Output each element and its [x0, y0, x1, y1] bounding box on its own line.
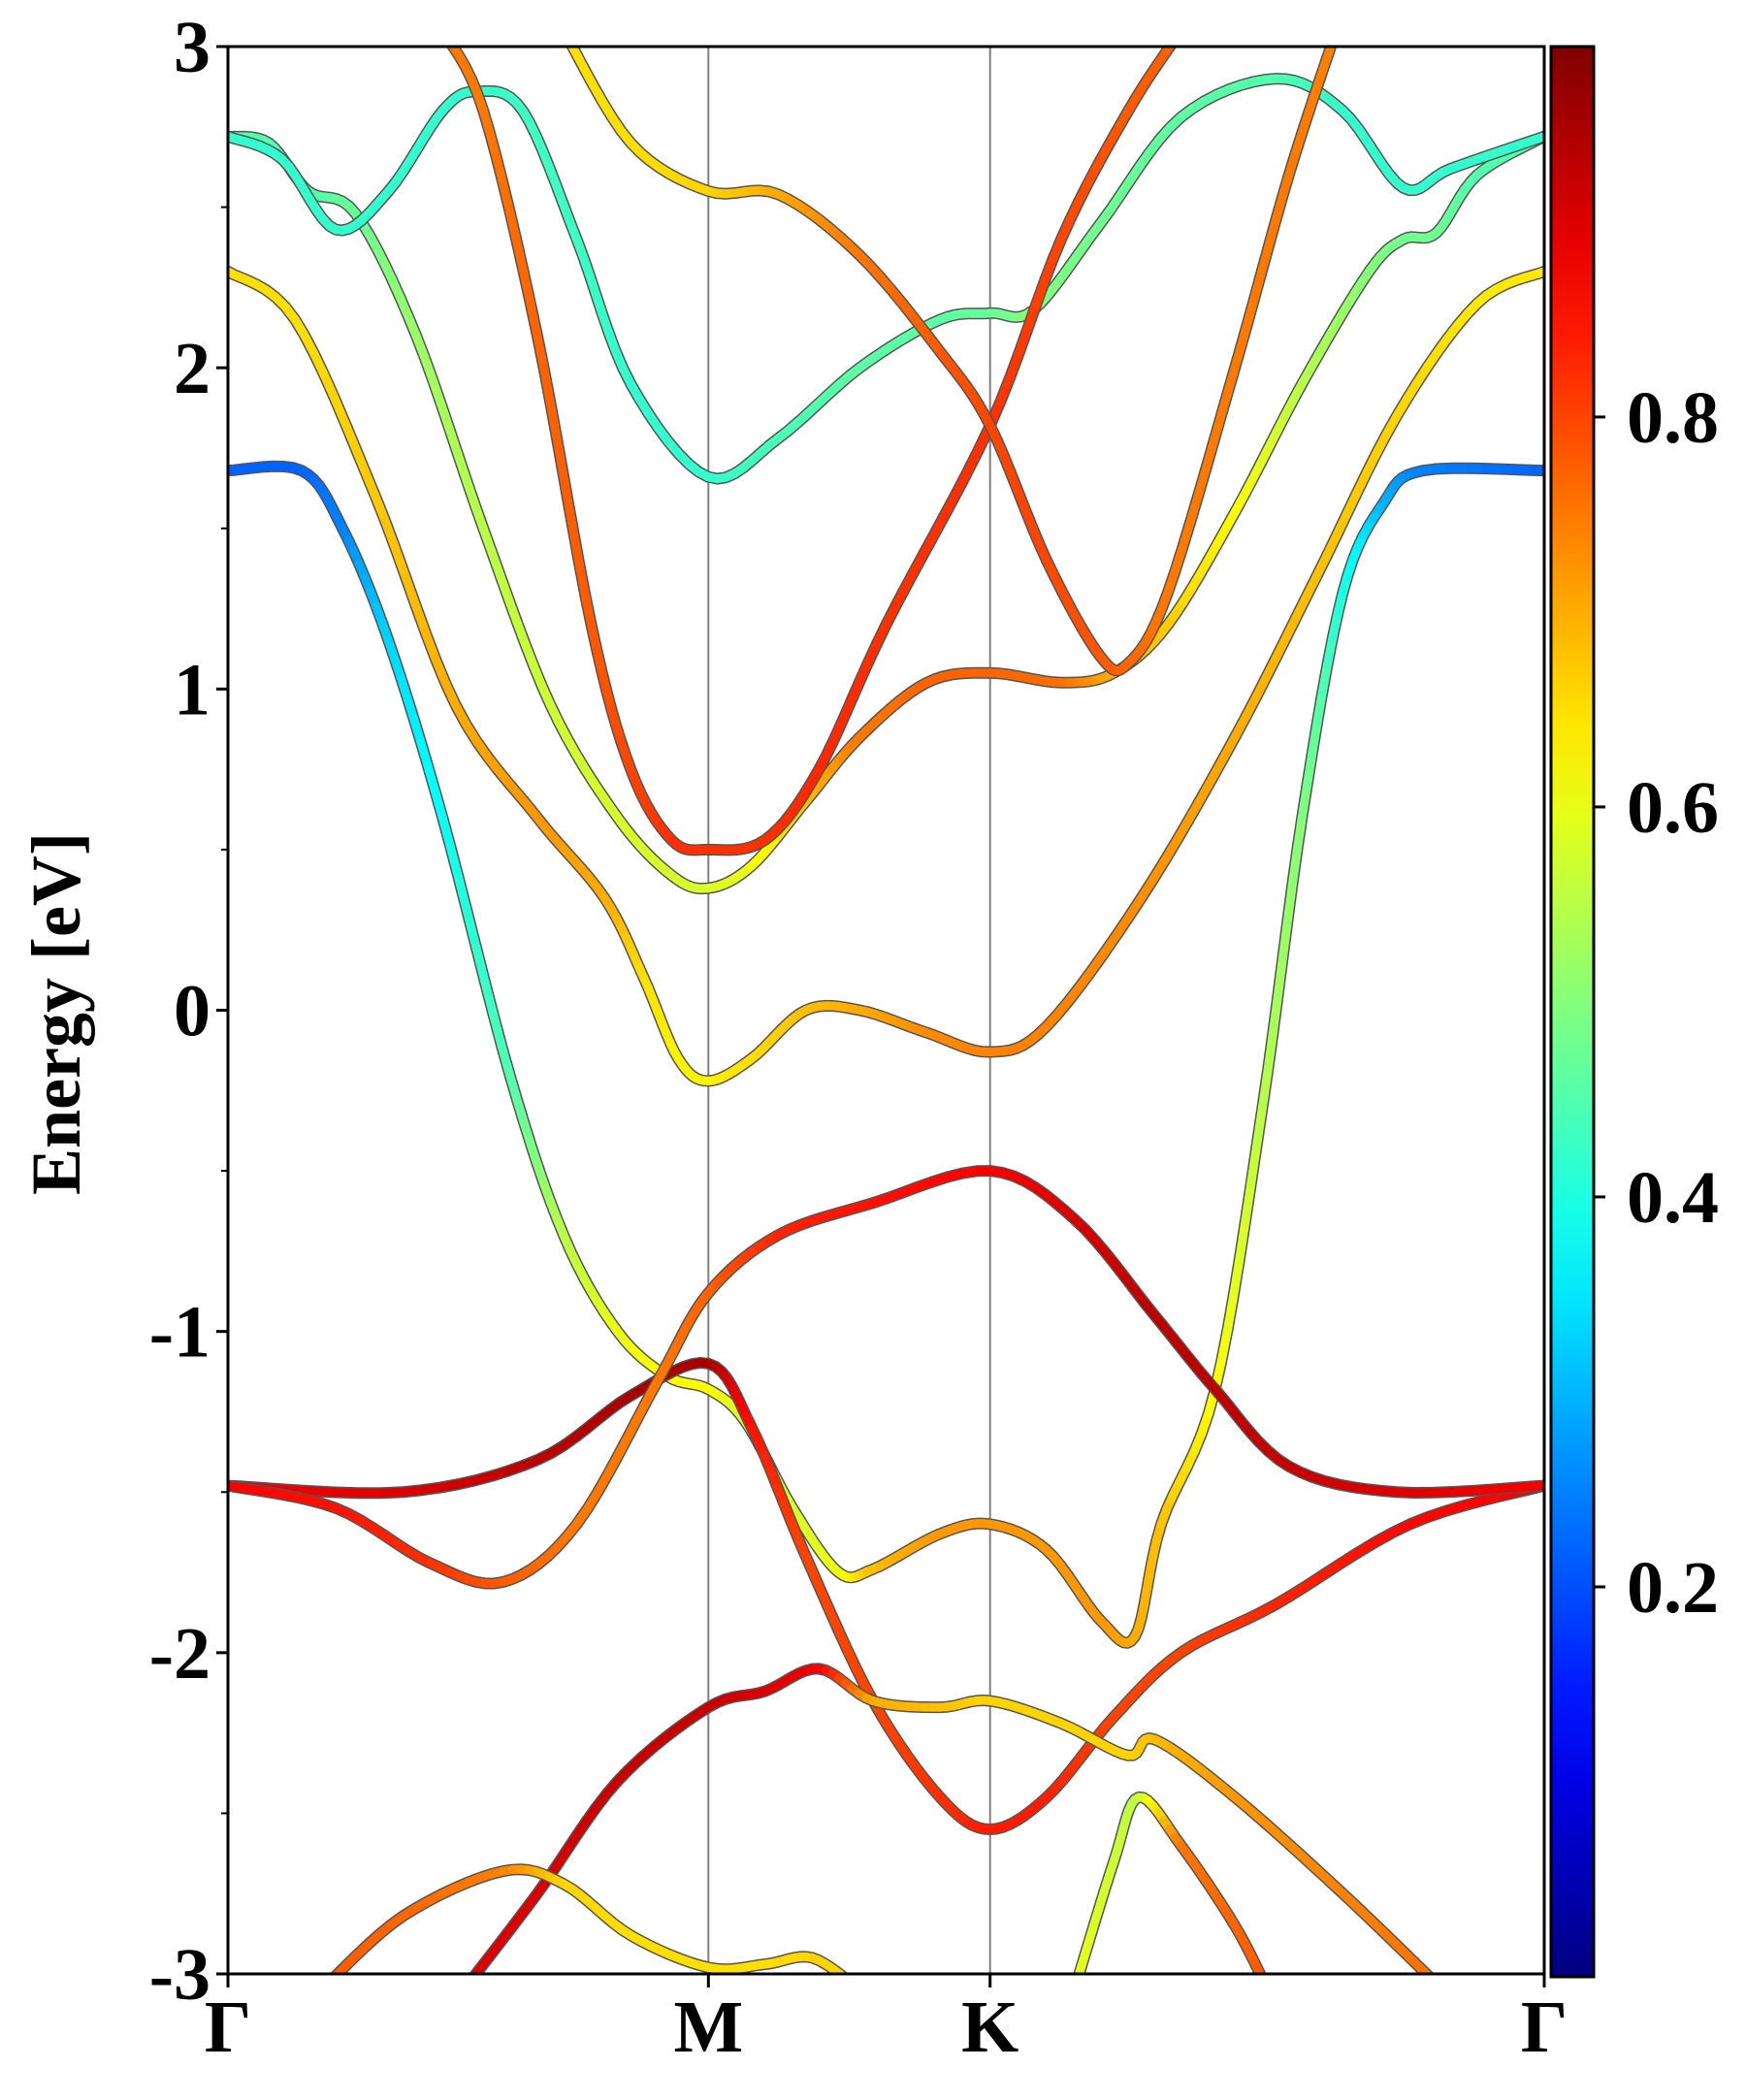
band-segment [396, 548, 405, 576]
band-segment [1436, 1983, 1443, 1990]
y-axis-label: Energy [eV] [17, 832, 95, 1195]
band-segment [464, 1983, 469, 1990]
band-segment [1263, 1070, 1268, 1106]
band-segment [1273, 996, 1277, 1034]
y-tick-label: 0 [174, 971, 210, 1052]
band-segment [1533, 1486, 1544, 1487]
band-outline [228, 272, 1544, 1082]
colorbar-tick-label: 0.8 [1627, 377, 1719, 459]
band-segment [415, 604, 425, 632]
y-tick-label: 1 [174, 649, 210, 730]
band-segment [468, 912, 476, 947]
band [564, 30, 1337, 670]
band [442, 30, 1180, 850]
band-outline [464, 1668, 1443, 1989]
colorbar: 0.2 0.4 0.6 0.8 [1551, 47, 1719, 1977]
band-segment [1221, 1329, 1227, 1361]
band-segment [485, 982, 494, 1016]
y-tick-label: -2 [149, 1613, 210, 1695]
band-segment [321, 1984, 327, 1989]
band-segment [923, 528, 937, 554]
band-segment [1191, 488, 1200, 518]
y-tick-label: 2 [174, 328, 210, 409]
band-segment [1317, 693, 1322, 723]
band-segment [564, 30, 568, 39]
band-segment [1312, 723, 1317, 754]
band [321, 1869, 859, 1989]
band [464, 1668, 1443, 1989]
band-segment [1282, 921, 1287, 958]
band [1075, 1797, 1268, 1990]
band-segment [459, 879, 468, 913]
x-tick-label: Γ [1521, 1987, 1568, 2068]
band [228, 272, 1544, 1082]
band-segment [846, 1979, 852, 1984]
band-segment [1234, 1257, 1240, 1294]
band-segment [442, 30, 445, 35]
band-segment [1262, 1979, 1265, 1986]
band-segment [1277, 958, 1282, 996]
band-outline [228, 1363, 1544, 1829]
band-segment [1210, 426, 1218, 457]
band-segment [328, 1976, 336, 1984]
band-segment [1302, 786, 1307, 818]
y-tick-label: 3 [174, 7, 210, 88]
band-segment [952, 475, 965, 501]
plot-frame [228, 47, 1544, 1974]
colorbar-tick-label: 0.2 [1627, 1547, 1719, 1629]
y-tick-label: -3 [149, 1934, 210, 2016]
band-segment [1228, 1294, 1234, 1329]
band-segment [1333, 30, 1337, 41]
band-segment [1257, 1107, 1263, 1144]
band-segment [405, 576, 415, 604]
y-tick-label: -1 [149, 1292, 210, 1373]
x-tick-label: Γ [205, 1987, 251, 2068]
bands [228, 30, 1544, 1989]
colorbar-tick-label: 0.4 [1627, 1157, 1719, 1239]
band-segment [1172, 36, 1177, 44]
colorbar-gradient [1551, 47, 1594, 1977]
band-segment [1308, 754, 1312, 786]
band-segment [1240, 1219, 1245, 1257]
band-segment [1266, 1986, 1268, 1990]
band-segment [1328, 42, 1333, 55]
y-axis: -3 -2 -1 0 1 2 3 [149, 7, 228, 2016]
band-segment [1251, 1144, 1257, 1181]
x-tick-label: M [673, 1987, 743, 2068]
band-outline [564, 30, 1337, 670]
band-segment [585, 596, 591, 626]
band-segment [1245, 1181, 1251, 1220]
band [228, 1363, 1544, 1829]
band-segment [857, 1987, 860, 1990]
band [228, 1171, 1544, 1583]
band-segment [1201, 457, 1210, 488]
band-outline [228, 1171, 1544, 1583]
band-segment [1292, 851, 1297, 886]
band-segment [1075, 1980, 1078, 1990]
x-tick-label: K [961, 1987, 1018, 2068]
band-segment [476, 947, 485, 982]
band-segment [445, 36, 449, 42]
colorbar-tick-label: 0.6 [1627, 767, 1719, 849]
band-segment [1297, 818, 1302, 851]
band-segment [1268, 1033, 1273, 1070]
band-outline [321, 1869, 859, 1989]
band-segment [1177, 30, 1180, 36]
band-segment [1287, 886, 1292, 921]
band-segment [938, 501, 952, 528]
band-segment [852, 1984, 857, 1987]
